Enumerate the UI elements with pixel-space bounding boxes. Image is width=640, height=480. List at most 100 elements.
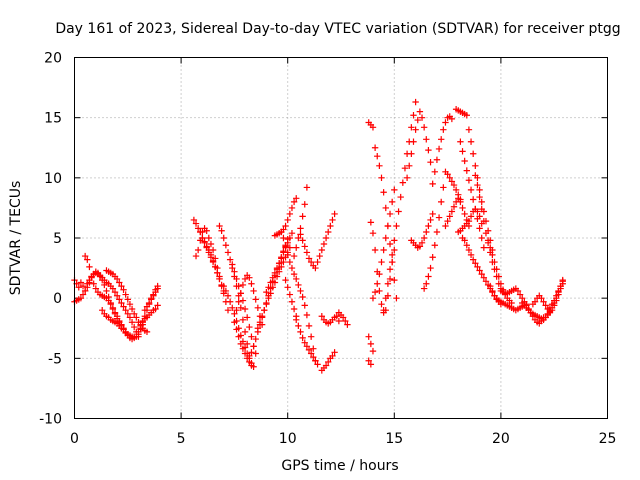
data-point: [226, 256, 234, 263]
data-point: [303, 184, 311, 191]
data-point: [116, 296, 123, 303]
data-point: [258, 313, 266, 320]
data-point: [130, 323, 138, 331]
data-point: [484, 227, 492, 234]
data-point: [246, 274, 253, 281]
data-point: [280, 249, 287, 256]
data-point: [197, 228, 204, 236]
data-point: [273, 264, 281, 272]
data-point: [374, 280, 381, 287]
data-point: [386, 210, 394, 218]
data-point: [130, 310, 138, 318]
data-point: [467, 251, 475, 259]
data-point: [216, 222, 223, 230]
data-point: [393, 294, 400, 302]
data-point: [101, 281, 108, 289]
data-point: [467, 186, 475, 194]
data-point: [265, 284, 272, 291]
data-point: [544, 311, 552, 319]
data-point: [205, 249, 213, 256]
data-point: [440, 126, 447, 133]
data-point: [480, 274, 488, 281]
data-point: [469, 256, 477, 263]
data-point: [252, 335, 259, 343]
data-point: [246, 358, 253, 366]
data-point: [263, 300, 270, 308]
y-tick-label: 10: [44, 171, 62, 187]
data-point: [444, 171, 451, 178]
data-point: [482, 278, 490, 285]
plot-frame: [74, 57, 608, 419]
data-point: [322, 362, 330, 369]
data-point: [224, 307, 232, 314]
data-point: [207, 240, 215, 248]
data-point: [231, 319, 238, 326]
data-point: [150, 292, 157, 299]
series-arc-ar: [457, 138, 488, 251]
data-point: [209, 246, 217, 254]
data-point: [423, 228, 430, 236]
data-point: [190, 216, 198, 224]
data-point: [380, 307, 387, 314]
series-arc-o: [231, 319, 253, 366]
data-point: [438, 198, 445, 206]
data-point: [284, 284, 291, 291]
data-point: [329, 216, 336, 224]
data-point: [450, 181, 458, 189]
data-point: [224, 292, 232, 299]
data-point: [252, 350, 259, 357]
data-point: [81, 287, 89, 295]
data-point: [391, 186, 398, 194]
data-point: [120, 286, 127, 293]
data-point: [448, 115, 456, 123]
data-point: [265, 294, 272, 302]
data-point: [288, 204, 296, 212]
data-point: [459, 148, 466, 155]
data-point: [467, 213, 475, 220]
data-point: [209, 258, 217, 266]
data-point: [559, 278, 566, 285]
data-point: [220, 234, 227, 242]
data-point: [307, 333, 315, 340]
data-point: [222, 287, 230, 295]
data-point: [286, 258, 294, 266]
data-point: [231, 268, 238, 275]
data-point: [538, 294, 545, 302]
data-point: [233, 326, 240, 333]
data-point: [282, 276, 289, 284]
data-point: [295, 234, 302, 242]
data-point: [388, 198, 396, 206]
series-arc-q: [248, 236, 291, 356]
data-point: [420, 124, 428, 131]
series-arc-af: [365, 333, 377, 355]
data-point: [491, 258, 498, 266]
data-point: [192, 220, 200, 227]
data-point: [463, 242, 470, 249]
data-point: [393, 222, 400, 230]
data-point: [344, 321, 351, 328]
data-point: [322, 234, 330, 242]
x-tick-label: 0: [70, 431, 79, 447]
data-point: [124, 296, 131, 303]
series-arc-e: [103, 267, 151, 336]
data-point: [412, 98, 419, 106]
data-point: [124, 310, 131, 318]
data-point: [476, 186, 483, 194]
series-arc-ah: [369, 186, 398, 302]
data-point: [152, 305, 159, 313]
data-point: [493, 266, 500, 273]
data-point: [246, 323, 253, 331]
data-point: [457, 138, 464, 145]
data-point: [284, 239, 291, 247]
data-point: [241, 275, 249, 283]
data-point: [297, 328, 304, 336]
data-point: [412, 126, 419, 133]
x-tick-label: 10: [279, 431, 297, 447]
chart-title: Day 161 of 2023, Sidereal Day-to-day VTE…: [55, 21, 620, 37]
data-point: [401, 165, 409, 172]
tick-labels: 0 5 10 15 20 25 -10 -5 0 5 10 15 20: [39, 51, 616, 448]
data-point: [450, 203, 458, 210]
data-point: [472, 260, 479, 267]
data-point: [557, 282, 564, 290]
